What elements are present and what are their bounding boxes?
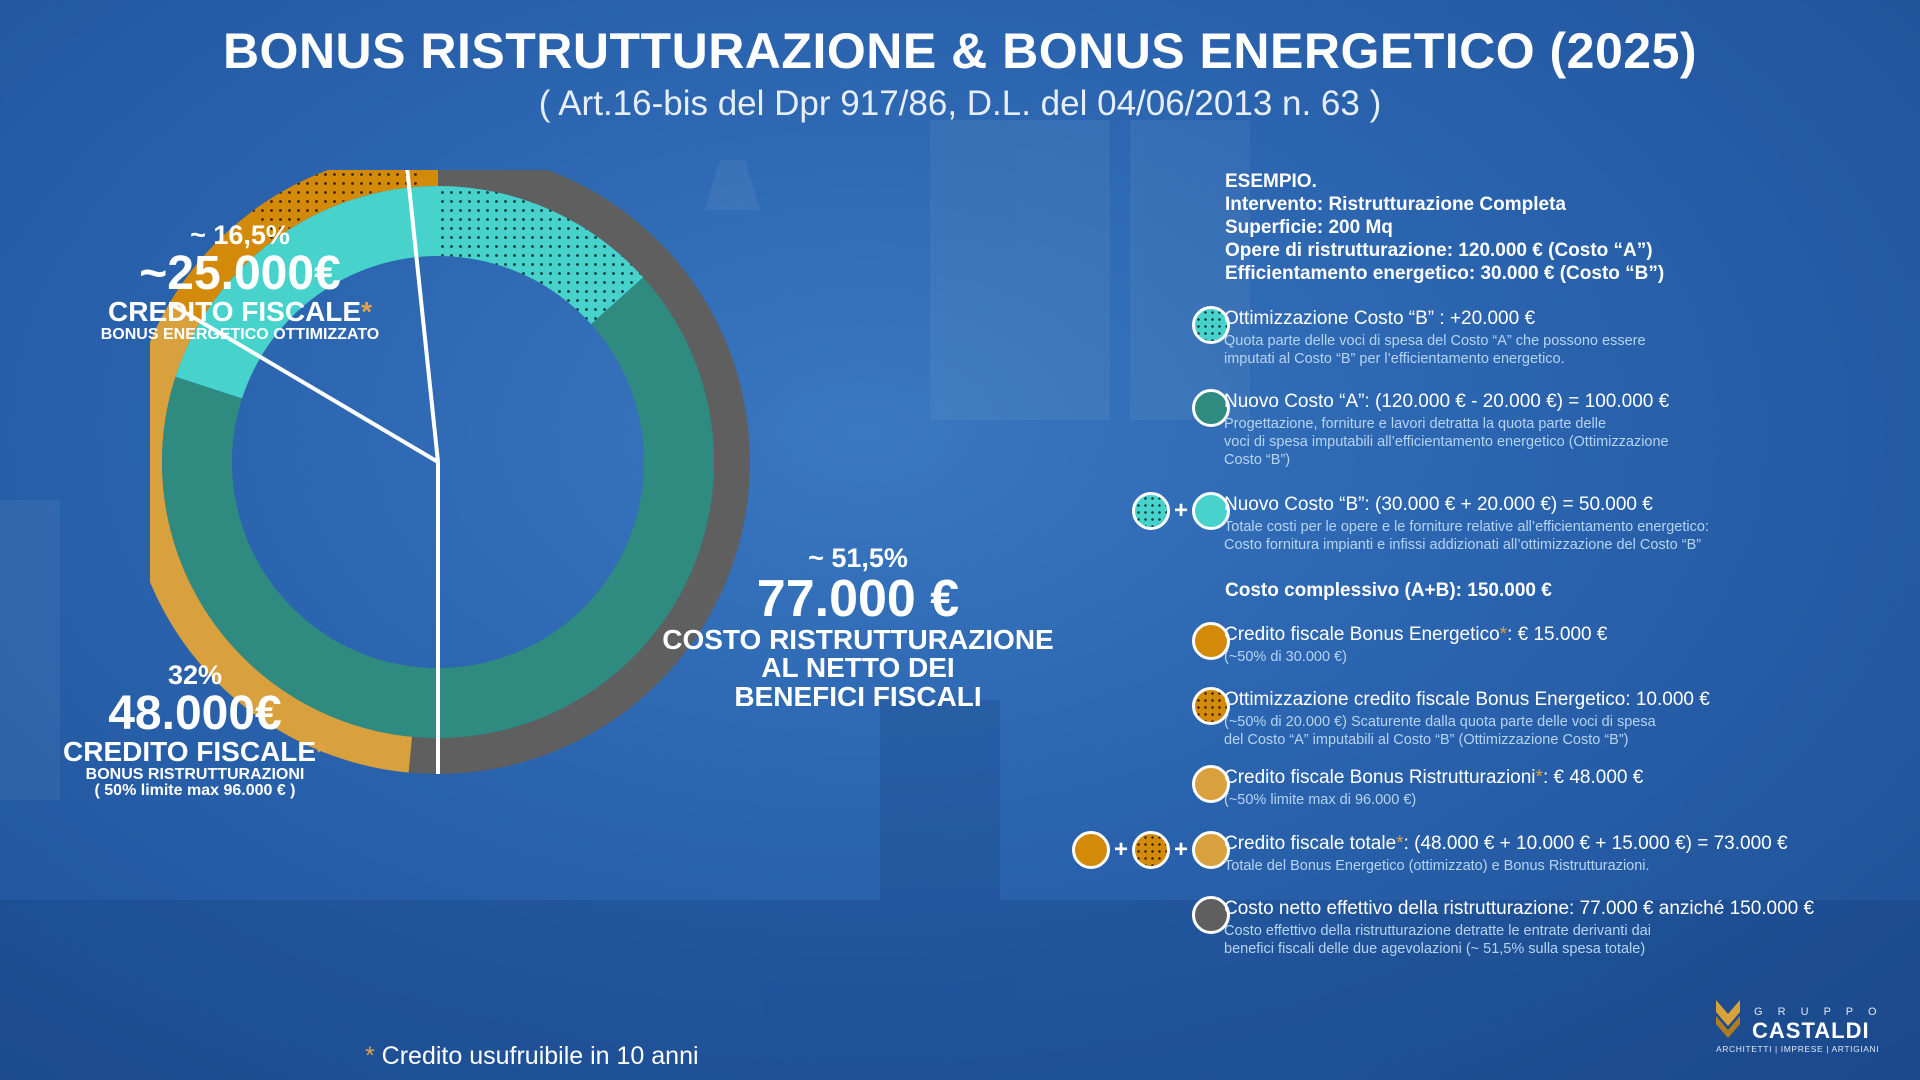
dotted-orange-circle-icon — [1192, 687, 1230, 725]
legend-title: Credito fiscale Bonus Ristrutturazioni*:… — [1224, 767, 1644, 788]
legend-title: Ottimizzazione credito fiscale Bonus Ene… — [1224, 689, 1710, 710]
legend-desc: Costo effettivo della ristrutturazione d… — [1224, 923, 1651, 957]
donut-chart — [150, 170, 750, 774]
legend-title: Costo netto effettivo della ristrutturaz… — [1224, 898, 1815, 919]
dotted-teal-circle-icon — [1192, 306, 1230, 344]
legend-desc: Totale costi per le opere e le forniture… — [1224, 519, 1709, 553]
asterisk-mark: * — [1535, 767, 1543, 788]
label-ristrutturazioni-amount: 48.000€ — [108, 686, 282, 740]
label-netto-line3: BENEFICI FISCALI — [734, 680, 982, 712]
legend-desc: Progettazione, forniture e lavori detrat… — [1224, 416, 1669, 468]
dotted-orange-circle-icon — [1131, 831, 1170, 869]
orange-circle-icon — [1192, 622, 1230, 660]
legend-desc: (~50% limite max di 96.000 €) — [1224, 792, 1417, 808]
asterisk-mark: * — [1499, 624, 1508, 645]
example-line: ESEMPIO. — [1225, 171, 1317, 192]
logo-castaldi: G R U P P O CASTALDI ARCHITETTI | IMPRES… — [1714, 996, 1894, 1056]
label-energetico-caption: CREDITO FISCALE* — [108, 296, 372, 328]
legend-desc: (~50% di 20.000 €) Scaturente dalla quot… — [1224, 714, 1656, 748]
label-netto: ~ 51,5% 77.000 € COSTO RISTRUTTURAZIONE … — [628, 543, 1088, 712]
separator-line — [405, 170, 440, 463]
grey-circle-icon — [1192, 896, 1230, 934]
label-ristrutturazioni-caption: CREDITO FISCALE* — [63, 736, 327, 768]
legend-title: Nuovo Costo “A”: (120.000 € - 20.000 €) … — [1224, 391, 1670, 412]
label-energetico-sub: BONUS ENERGETICO OTTIMIZZATO — [100, 326, 380, 344]
legend-title: Credito fiscale totale*: (48.000 € + 10.… — [1224, 833, 1788, 854]
asterisk-mark: * — [316, 736, 327, 768]
label-ristrutturazioni: 32% 48.000€ CREDITO FISCALE* BONUS RISTR… — [30, 660, 360, 800]
plus-icon: + — [1113, 836, 1128, 863]
label-netto-pct: ~ 51,5% — [808, 543, 908, 573]
gold-circle-icon — [1192, 831, 1230, 869]
plus-icon: + — [1173, 836, 1188, 863]
label-netto-line1: COSTO RISTRUTTURAZIONE — [662, 623, 1054, 655]
legend-desc: Totale del Bonus Energetico (ottimizzato… — [1224, 858, 1650, 874]
castaldi-logo-icon — [1716, 1000, 1740, 1038]
logo-tagline: ARCHITETTI | IMPRESE | ARTIGIANI — [1716, 1044, 1880, 1054]
footnote: * Credito usufruibile in 10 anni — [365, 1042, 699, 1070]
teal-dark-circle-icon — [1192, 389, 1230, 427]
plus-icon: + — [1173, 497, 1188, 524]
example-line: Efficientamento energetico: 30.000 € (Co… — [1225, 263, 1665, 284]
example-line: Intervento: Ristrutturazione Completa — [1225, 194, 1566, 215]
label-energetico-pct: ~ 16,5% — [190, 220, 290, 250]
label-energetico: ~ 16,5% ~25.000€ CREDITO FISCALE* BONUS … — [70, 220, 410, 344]
page-subtitle: ( Art.16-bis del Dpr 917/86, D.L. del 04… — [538, 84, 1382, 123]
gold-circle-icon — [1192, 765, 1230, 803]
orange-circle-icon — [1071, 831, 1110, 869]
label-ristrutturazioni-sub2: ( 50% limite max 96.000 € ) — [94, 782, 296, 800]
separator-line — [168, 301, 440, 464]
label-netto-amount: 77.000 € — [756, 569, 960, 628]
legend-desc: Quota parte delle voci di spesa del Cost… — [1224, 333, 1646, 367]
teal-circle-icon — [1192, 492, 1230, 530]
asterisk-mark: * — [361, 296, 372, 328]
asterisk-mark: * — [1396, 833, 1404, 854]
label-netto-line2: AL NETTO DEI — [761, 652, 955, 684]
inner-slice-1 — [162, 277, 715, 738]
outer-slice-0 — [408, 170, 750, 774]
label-ristrutturazioni-pct: 32% — [167, 660, 223, 690]
example-line: Opere di ristrutturazione: 120.000 € (Co… — [1225, 240, 1653, 261]
legend-title: Nuovo Costo “B”: (30.000 € + 20.000 €) =… — [1224, 494, 1653, 515]
costo-complessivo: Costo complessivo (A+B): 150.000 € — [1225, 580, 1552, 601]
asterisk-mark: * — [365, 1042, 375, 1070]
legend-title: Ottimizzazione Costo “B” : +20.000 € — [1224, 308, 1536, 329]
inner-slice-0 — [438, 186, 644, 325]
legend-title: Credito fiscale Bonus Energetico*: € 15.… — [1224, 624, 1608, 645]
label-energetico-amount: ~25.000€ — [139, 246, 341, 300]
logo-gruppo: G R U P P O — [1754, 1006, 1883, 1018]
example-line: Superficie: 200 Mq — [1225, 217, 1393, 238]
page-title: BONUS RISTRUTTURAZIONE & BONUS ENERGETIC… — [222, 23, 1698, 79]
outer-slice-optimized — [250, 170, 419, 241]
dotted-teal-circle-icon — [1131, 492, 1170, 530]
example-block: ESEMPIO. Intervento: Ristrutturazione Co… — [1225, 170, 1664, 285]
legend-desc: (~50% di 30.000 €) — [1224, 649, 1347, 665]
outer-slice-1 — [150, 303, 413, 773]
label-ristrutturazioni-sub: BONUS RISTRUTTURAZIONI — [85, 766, 305, 784]
logo-name: CASTALDI — [1752, 1018, 1870, 1043]
legend: Ottimizzazione Costo “B” : +20.000 € Quo… — [1020, 0, 1920, 1080]
